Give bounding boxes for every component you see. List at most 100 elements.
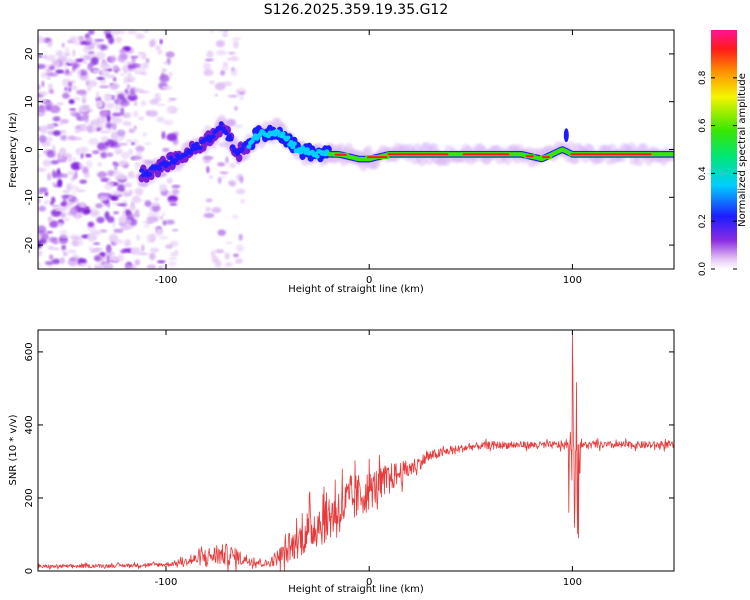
noise-blob	[235, 188, 246, 195]
noise-blob	[166, 177, 173, 184]
noise-blob	[145, 58, 150, 64]
noise-blob	[154, 226, 161, 230]
noise-blob	[105, 102, 112, 110]
noise-blob	[135, 33, 145, 40]
y-tick-label: 600	[24, 342, 35, 361]
band-red-core	[462, 153, 510, 156]
noise-blob	[68, 194, 73, 201]
noise-blob	[86, 124, 95, 133]
noise-blob	[232, 214, 239, 220]
noise-blob	[167, 192, 173, 195]
noise-blob	[204, 58, 214, 62]
noise-blob	[134, 71, 145, 75]
noise-blob	[47, 172, 52, 181]
noise-blob	[77, 69, 81, 77]
noise-blob	[99, 252, 106, 257]
noise-blob	[154, 93, 161, 98]
noise-blob	[133, 63, 142, 68]
noise-blob	[165, 51, 175, 58]
noise-blob	[93, 242, 101, 246]
band-red-core	[570, 153, 652, 156]
noise-blob	[82, 105, 89, 110]
x-tick-label: 0	[366, 275, 372, 286]
band-mid	[670, 152, 674, 157]
noise-blob	[206, 166, 210, 174]
noise-blob	[87, 221, 95, 228]
noise-blob	[155, 45, 161, 51]
noise-blob	[98, 194, 109, 202]
noise-blob	[97, 171, 108, 179]
colorbar-tick-label: 0.6	[698, 118, 708, 133]
noise-blob	[59, 229, 68, 236]
band-mid	[275, 129, 281, 135]
noise-blob	[51, 144, 56, 152]
band-red-core	[525, 155, 534, 158]
noise-blob	[99, 85, 110, 89]
noise-blob	[95, 127, 102, 132]
noise-blob	[88, 138, 99, 146]
noise-blob	[99, 110, 110, 118]
y-tick-label: 0	[24, 568, 35, 574]
noise-blob	[209, 80, 215, 85]
noise-blob	[205, 206, 212, 212]
noise-blob	[57, 55, 68, 63]
colorbar-tick-label: 0.0	[698, 262, 708, 277]
noise-blob	[134, 100, 138, 107]
band-red-core	[334, 153, 347, 156]
band-mid	[210, 134, 216, 139]
noise-blob	[161, 68, 167, 73]
noise-blob	[202, 62, 211, 70]
noise-blob	[240, 199, 245, 204]
noise-blob	[171, 188, 180, 196]
snr-x-label: Height of straight line (km)	[288, 584, 424, 595]
noise-blob	[74, 129, 81, 134]
noise-blob	[72, 137, 83, 141]
noise-blob	[39, 91, 48, 96]
noise-blob	[72, 254, 79, 262]
noise-blob	[52, 116, 61, 122]
noise-blob	[38, 105, 44, 112]
band-mid	[157, 166, 162, 171]
noise-blob	[103, 59, 107, 67]
noise-blob	[46, 199, 51, 205]
band-mid	[218, 121, 224, 126]
y-tick-label: 200	[24, 488, 35, 507]
noise-blob	[174, 249, 179, 255]
noise-blob	[125, 139, 133, 143]
noise-blob	[206, 50, 214, 59]
noise-blob	[104, 182, 112, 191]
noise-blob	[38, 84, 41, 91]
noise-blob	[78, 69, 88, 76]
noise-blob	[100, 135, 109, 142]
noise-blob	[149, 252, 156, 261]
snr-y-ticks: 0 200 400 600	[24, 342, 674, 574]
noise-blob	[92, 69, 101, 74]
noise-blob	[44, 261, 54, 265]
noise-blob	[92, 127, 97, 132]
noise-blob	[47, 72, 59, 77]
band-mid	[304, 147, 310, 152]
noise-blob	[111, 195, 118, 201]
noise-blob	[205, 198, 213, 203]
noise-blob	[124, 239, 131, 248]
noise-blob	[111, 116, 123, 124]
noise-blob	[117, 203, 127, 207]
noise-blob	[52, 258, 61, 265]
noise-blob	[90, 234, 98, 242]
noise-blob	[146, 233, 157, 241]
noise-blob	[114, 103, 120, 112]
noise-blob	[76, 149, 80, 155]
y-tick-label: -10	[24, 189, 35, 205]
noise-blob	[159, 265, 169, 268]
noise-blob	[51, 204, 60, 208]
noise-blob	[78, 259, 87, 263]
noise-blob	[221, 65, 229, 71]
noise-blob	[47, 216, 53, 222]
noise-blob	[100, 44, 108, 51]
noise-blob	[85, 36, 93, 44]
noise-blob	[41, 142, 51, 147]
noise-blob	[161, 212, 166, 217]
noise-blob	[131, 142, 135, 146]
noise-blob	[49, 254, 54, 261]
noise-blob	[89, 119, 100, 127]
